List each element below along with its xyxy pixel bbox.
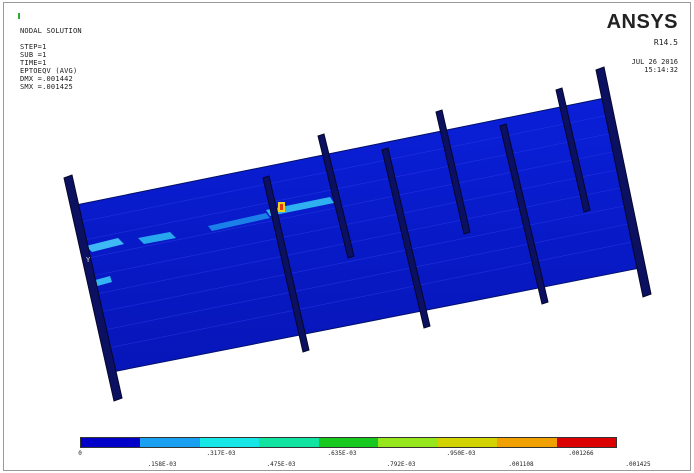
info-line-smx: SMX =.001425 [20,83,73,91]
end-plate-right [595,66,652,298]
strain-hotspots [86,197,334,288]
legend-band [556,438,616,447]
ring-stiffeners [262,87,591,353]
info-line-sub: SUB =1 [20,51,47,59]
info-line-dmx: DMX =.001442 [20,75,73,83]
version-label: R14.5 [653,38,678,47]
info-line-time: TIME=1 [20,59,47,67]
legend-band [199,438,260,447]
timestamp: JUL 26 2016 15:14:32 [632,58,678,74]
end-plate-left [63,174,123,402]
contour-legend-bar [80,437,617,448]
info-line-item: EPTOEQV (AVG) [20,67,78,75]
legend-label-top: .635E-03 [327,450,357,457]
date-label: JUL 26 2016 [631,58,678,66]
info-line-step: STEP=1 [20,43,47,51]
legend-band [140,438,200,447]
legend-label-top: .001266 [568,450,594,457]
legend-label-bottom: .001425 [625,461,651,468]
mesh-lines [79,114,638,349]
triad-marker [18,13,20,19]
ansys-logo: ANSYS [606,11,678,33]
legend-label-bottom: .158E-03 [147,461,177,468]
legend-band [378,438,438,447]
legend-label-bottom: .475E-03 [266,461,296,468]
legend-band [318,438,379,447]
legend-band [259,438,319,447]
legend-label-bottom: .792E-03 [386,461,416,468]
time-label: 15:14:32 [644,66,678,74]
axis-label-y: Y [86,256,91,264]
legend-label-top: 0 [78,450,82,457]
legend-label-top: .950E-03 [446,450,476,457]
legend-label-top: .317E-03 [206,450,236,457]
legend-band [437,438,498,447]
result-title: NODAL SOLUTION [20,27,82,35]
legend-band [81,438,141,447]
result-info: NODAL SOLUTION STEP=1 SUB =1 TIME=1 EPTO… [20,27,82,91]
legend-band [497,438,557,447]
legend-label-bottom: .001108 [508,461,534,468]
